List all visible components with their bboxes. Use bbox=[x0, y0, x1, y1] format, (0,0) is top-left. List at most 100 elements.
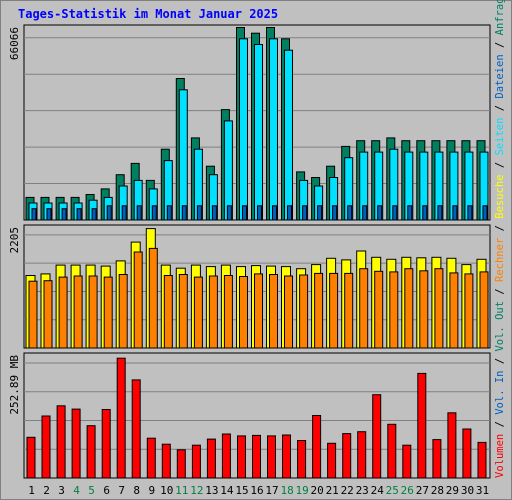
bar-rechner-day-17 bbox=[269, 274, 278, 349]
bar-volumen-day-31 bbox=[477, 441, 487, 479]
bar-seiten-day-27 bbox=[422, 205, 428, 221]
bar-dateien-day-15 bbox=[239, 38, 248, 221]
x-tick-label: 26 bbox=[401, 484, 414, 497]
bar-rechner-day-12 bbox=[193, 276, 203, 349]
bar-volumen-day-27 bbox=[417, 372, 427, 479]
x-tick-label: 20 bbox=[310, 484, 323, 497]
bar-seiten-day-9 bbox=[151, 205, 157, 221]
panels: 66066 2205 252.89 MB bbox=[8, 24, 491, 479]
bar-volumen-day-26 bbox=[402, 444, 412, 479]
bar-rechner-day-8 bbox=[133, 251, 143, 349]
bar-rechner-day-22 bbox=[344, 272, 354, 349]
bar-seiten-day-2 bbox=[46, 208, 52, 221]
bar-dateien-day-17 bbox=[269, 38, 278, 221]
bar-dateien-day-14 bbox=[223, 120, 233, 221]
bar-volumen-day-20 bbox=[312, 415, 322, 479]
bar-rechner-day-19 bbox=[299, 274, 309, 349]
bar-seiten-day-23 bbox=[362, 205, 368, 221]
bar-rechner-day-5 bbox=[88, 275, 98, 349]
x-tick-label: 11 bbox=[175, 484, 188, 497]
bar-seiten-day-29 bbox=[452, 205, 458, 221]
x-tick-label: 9 bbox=[148, 484, 155, 497]
legend-item-vol-out: Vol. Out bbox=[494, 301, 506, 352]
bar-seiten-day-30 bbox=[467, 205, 473, 221]
right-legend-text: Volumen / Vol. In / Vol. Out / Rechner /… bbox=[494, 0, 506, 478]
bar-rechner-day-20 bbox=[314, 272, 324, 349]
bar-seiten-day-19 bbox=[302, 205, 308, 221]
bar-seiten-day-14 bbox=[226, 205, 232, 221]
bar-rechner-day-10 bbox=[163, 275, 173, 349]
bar-rechner-day-24 bbox=[374, 270, 384, 349]
bar-volumen-day-3 bbox=[56, 405, 66, 479]
bar-volumen-day-22 bbox=[342, 433, 352, 479]
x-tick-label: 29 bbox=[446, 484, 459, 497]
legend-separator: / bbox=[494, 219, 506, 238]
x-tick-label: 4 bbox=[73, 484, 80, 497]
bar-seiten-day-12 bbox=[196, 205, 202, 221]
bar-rechner-day-25 bbox=[389, 271, 399, 349]
x-tick-label: 6 bbox=[103, 484, 110, 497]
bar-seiten-day-10 bbox=[166, 205, 172, 221]
bar-volumen-day-14 bbox=[221, 433, 231, 479]
bar-rechner-day-6 bbox=[103, 276, 113, 349]
x-tick-label: 13 bbox=[205, 484, 218, 497]
bar-seiten-day-1 bbox=[31, 208, 37, 221]
legend-item-rechner: Rechner bbox=[494, 238, 506, 282]
x-tick-label: 5 bbox=[88, 484, 95, 497]
bar-rechner-day-31 bbox=[479, 271, 489, 349]
bar-volumen-day-23 bbox=[357, 431, 367, 479]
bar-seiten-day-28 bbox=[437, 205, 443, 221]
bar-volumen-day-15 bbox=[237, 435, 246, 479]
x-tick-label: 12 bbox=[190, 484, 203, 497]
x-tick-label: 30 bbox=[461, 484, 474, 497]
bar-volumen-day-10 bbox=[161, 443, 171, 479]
legend-item-dateien: Dateien bbox=[494, 54, 506, 98]
bar-volumen-day-21 bbox=[327, 442, 337, 479]
bar-seiten-day-13 bbox=[211, 205, 217, 221]
bar-seiten-day-17 bbox=[272, 205, 277, 221]
legend-item-seiten: Seiten bbox=[494, 118, 506, 156]
legend-separator: / bbox=[494, 415, 506, 434]
bar-volumen-day-4 bbox=[71, 408, 81, 479]
x-tick-label: 27 bbox=[416, 484, 429, 497]
x-tick-label: 28 bbox=[431, 484, 444, 497]
bar-volumen-day-9 bbox=[146, 437, 156, 479]
x-axis-labels: 1 2 3 4 5 6 7 8 9 10 11 12 13 14 15 16 17 18 19 20 21 22 23 24 2… bbox=[28, 484, 489, 497]
bar-seiten-day-4 bbox=[76, 208, 82, 221]
bar-seiten-day-15 bbox=[242, 205, 247, 221]
bar-seiten-day-7 bbox=[121, 205, 127, 221]
bar-volumen-day-28 bbox=[432, 439, 442, 479]
bar-rechner-day-13 bbox=[208, 275, 218, 349]
x-tick-label: 2 bbox=[43, 484, 50, 497]
bar-rechner-day-7 bbox=[118, 274, 128, 349]
bar-rechner-day-27 bbox=[419, 270, 429, 349]
x-tick-label: 15 bbox=[235, 484, 248, 497]
bar-seiten-day-6 bbox=[106, 205, 112, 221]
x-tick-label: 18 bbox=[280, 484, 293, 497]
x-tick-label: 22 bbox=[341, 484, 354, 497]
bar-rechner-day-1 bbox=[28, 280, 38, 349]
bar-seiten-day-3 bbox=[61, 208, 67, 221]
bar-dateien-day-16 bbox=[254, 44, 263, 221]
bar-rechner-day-29 bbox=[449, 272, 459, 349]
legend-separator: / bbox=[494, 156, 506, 175]
x-tick-label: 19 bbox=[295, 484, 308, 497]
bar-seiten-day-18 bbox=[287, 205, 292, 221]
bar-seiten-day-21 bbox=[332, 205, 338, 221]
panel-top: 66066 bbox=[8, 24, 491, 221]
bar-rechner-day-30 bbox=[464, 273, 474, 349]
bar-seiten-day-24 bbox=[377, 205, 383, 221]
x-tick-label: 24 bbox=[371, 484, 385, 497]
legend-item-anfragen: Anfragen bbox=[494, 0, 506, 35]
bar-rechner-day-2 bbox=[43, 280, 53, 349]
bar-seiten-day-26 bbox=[407, 205, 413, 221]
x-tick-label: 16 bbox=[250, 484, 263, 497]
bar-volumen-day-29 bbox=[447, 412, 457, 479]
bar-volumen-day-11 bbox=[176, 449, 186, 479]
bar-rechner-day-3 bbox=[58, 276, 68, 349]
bar-seiten-day-11 bbox=[181, 205, 187, 221]
bar-volumen-day-13 bbox=[206, 438, 216, 479]
panel-max-label: 66066 bbox=[8, 27, 21, 60]
x-tick-label: 1 bbox=[28, 484, 35, 497]
